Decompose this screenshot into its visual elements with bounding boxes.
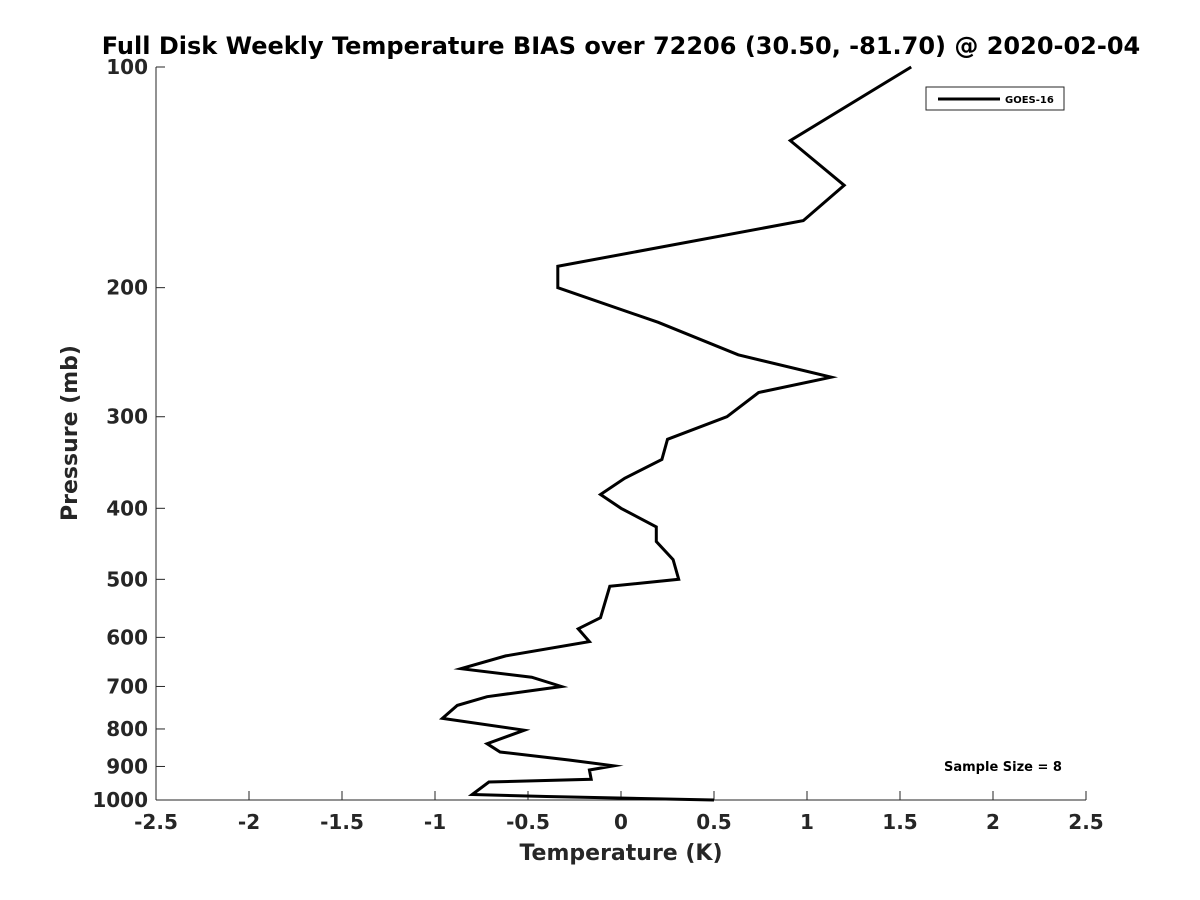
chart-title: Full Disk Weekly Temperature BIAS over 7…	[102, 32, 1141, 60]
series-line-goes-16	[438, 65, 912, 802]
y-tick-label: 900	[106, 754, 148, 778]
sample-size-annotation: Sample Size = 8	[944, 760, 1062, 775]
legend: GOES-16	[925, 86, 1065, 111]
x-ticks: -2.5 -2 -1.5 -1 -0.5 0 0.5 1 1.5 2 2.5	[134, 791, 1104, 834]
x-tick-label: -2.5	[134, 810, 178, 834]
x-tick-label: -1.5	[320, 810, 364, 834]
y-ticks: 100 200 300 400 500 600 700 800 900 1000	[92, 55, 165, 812]
x-tick-label: 2	[986, 810, 1000, 834]
y-tick-label: 300	[106, 405, 148, 429]
x-tick-label: 1.5	[882, 810, 917, 834]
y-tick-label: 100	[106, 55, 148, 79]
x-tick-label: -1	[424, 810, 446, 834]
x-tick-label: 1	[800, 810, 814, 834]
x-tick-label: 0	[614, 810, 628, 834]
x-tick-label: 0.5	[696, 810, 731, 834]
y-tick-label: 700	[106, 674, 148, 698]
axes	[155, 67, 1086, 801]
y-tick-label: 200	[106, 276, 148, 300]
x-tick-label: -2	[238, 810, 260, 834]
x-axis-label: Temperature (K)	[519, 841, 722, 866]
y-tick-label: 1000	[92, 788, 148, 812]
legend-label-goes-16: GOES-16	[1005, 95, 1054, 106]
series-group	[438, 65, 912, 802]
y-tick-label: 800	[106, 717, 148, 741]
x-tick-label: -0.5	[506, 810, 550, 834]
y-tick-label: 600	[106, 625, 148, 649]
y-tick-label: 400	[106, 496, 148, 520]
y-tick-label: 500	[106, 567, 148, 591]
y-axis-label: Pressure (mb)	[58, 345, 83, 521]
x-tick-label: 2.5	[1068, 810, 1103, 834]
